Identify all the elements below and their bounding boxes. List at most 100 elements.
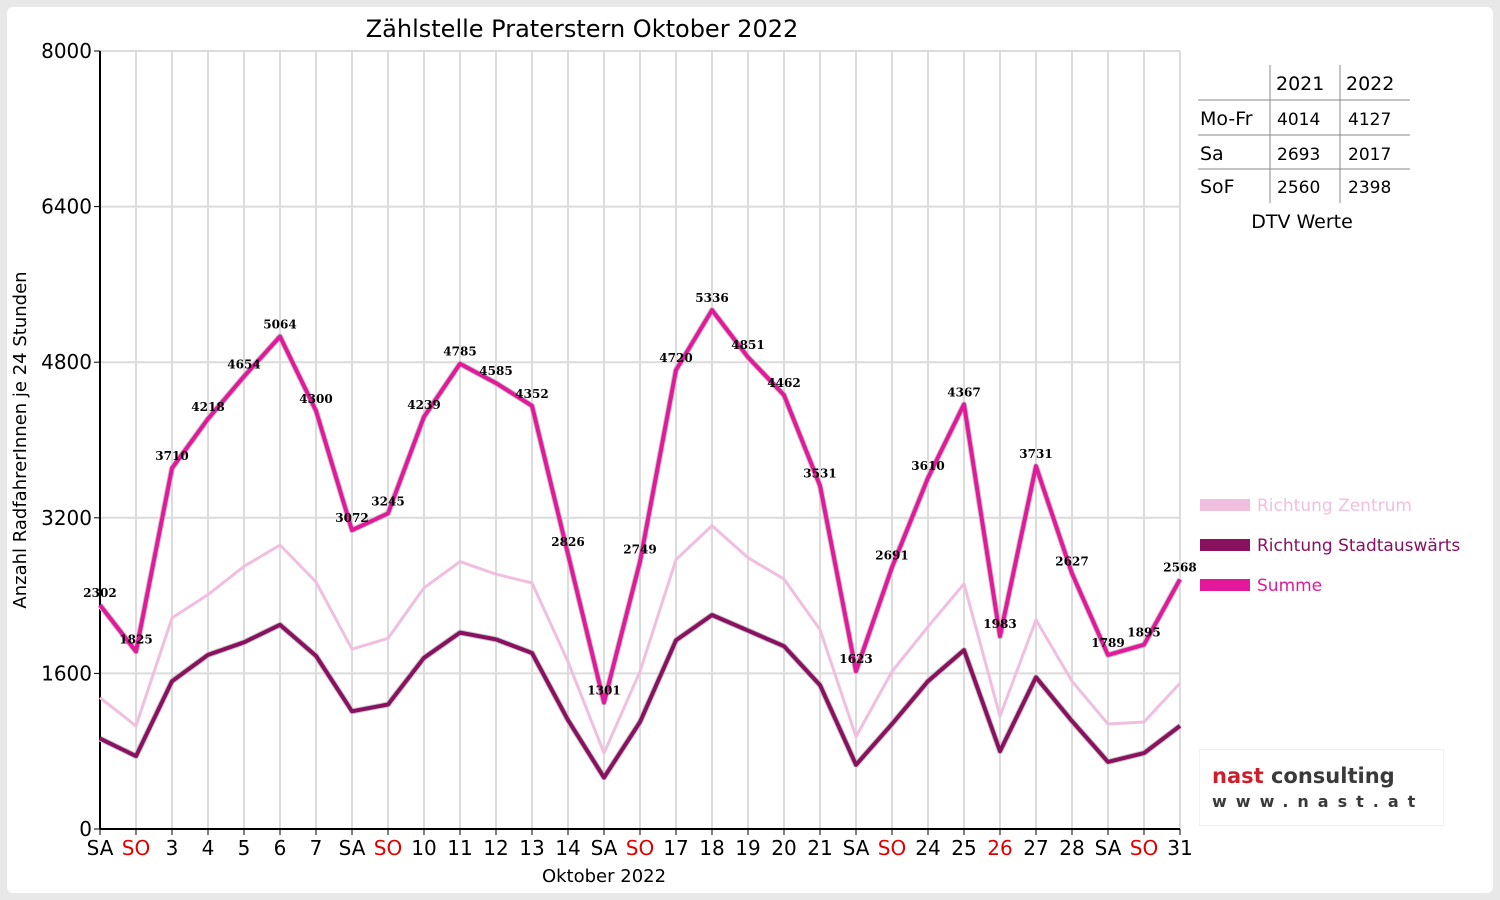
data-label: 2627 xyxy=(1055,555,1088,569)
grid xyxy=(100,50,1181,829)
legend-swatch xyxy=(1200,579,1250,591)
data-label: 4785 xyxy=(443,345,476,359)
data-label: 2302 xyxy=(83,586,116,600)
x-tick-label: SO xyxy=(1130,836,1158,860)
legend-label: Summe xyxy=(1257,576,1322,596)
data-label: 3531 xyxy=(803,467,836,481)
company-logo: nast consulting www.nast.at xyxy=(1200,750,1443,825)
dtv-cell: 2693 xyxy=(1277,145,1320,165)
data-label: 3072 xyxy=(335,511,368,525)
legend-swatch xyxy=(1200,499,1250,511)
logo-url: www.nast.at xyxy=(1212,792,1425,811)
x-tick-label: 28 xyxy=(1059,836,1084,860)
data-label: 4654 xyxy=(227,357,260,371)
x-tick-label: 25 xyxy=(951,836,976,860)
x-tick-label: 14 xyxy=(555,836,580,860)
data-label: 3710 xyxy=(155,449,188,463)
data-label: 4851 xyxy=(731,338,764,352)
axes: 0 1600 3200 4800 6400 8000 SA SO 3 4 5 6 7 SA SO 10 11 12… xyxy=(41,39,1193,860)
x-tick-label: SA xyxy=(1095,836,1122,860)
data-label: 4367 xyxy=(947,385,980,399)
data-label: 4585 xyxy=(479,364,512,378)
data-label: 3610 xyxy=(911,459,944,473)
x-tick-label: SO xyxy=(374,836,402,860)
x-tick-label: 21 xyxy=(807,836,832,860)
data-label: 4239 xyxy=(407,398,440,412)
data-label: 4218 xyxy=(191,400,224,414)
y-tick-label: 1600 xyxy=(41,661,92,685)
x-tick-label: 24 xyxy=(915,836,940,860)
legend: Richtung Zentrum Richtung Stadtauswärts Su… xyxy=(1200,496,1460,596)
dtv-header-2021: 2021 xyxy=(1276,73,1324,95)
y-tick-label: 0 xyxy=(79,817,92,841)
x-tick-label: 10 xyxy=(411,836,436,860)
x-tick-label: 27 xyxy=(1023,836,1048,860)
data-label: 2826 xyxy=(551,535,584,549)
data-label: 1825 xyxy=(119,633,152,647)
dtv-cell: 2560 xyxy=(1277,178,1320,198)
data-label: 3731 xyxy=(1019,447,1052,461)
x-tick-label: SA xyxy=(843,836,870,860)
dtv-row-label: SoF xyxy=(1200,176,1235,198)
dtv-row-label: Sa xyxy=(1200,143,1224,165)
x-tick-label: SA xyxy=(339,836,366,860)
x-tick-label: 5 xyxy=(238,836,251,860)
dtv-row-label: Mo-Fr xyxy=(1200,108,1253,130)
legend-label: Richtung Stadtauswärts xyxy=(1257,536,1460,556)
data-label: 1895 xyxy=(1127,626,1160,640)
data-label: 5064 xyxy=(263,318,296,332)
x-tick-label: 4 xyxy=(202,836,215,860)
x-tick-label: SA xyxy=(591,836,618,860)
y-tick-label: 8000 xyxy=(41,39,92,63)
y-tick-label: 4800 xyxy=(41,350,92,374)
dtv-cell: 4127 xyxy=(1348,110,1391,130)
dtv-table: 2021 2022 Mo-Fr 4014 4127 Sa 2693 2017 S… xyxy=(1198,65,1410,233)
y-axis-title: Anzahl RadfahrerInnen je 24 Stunden xyxy=(10,271,31,608)
data-label: 1301 xyxy=(587,683,620,697)
dtv-cell: 2398 xyxy=(1348,178,1391,198)
y-tick-label: 6400 xyxy=(41,195,92,219)
x-tick-label: 26 xyxy=(987,836,1012,860)
x-tick-label: SA xyxy=(87,836,114,860)
x-tick-label: 31 xyxy=(1167,836,1192,860)
x-tick-label: 19 xyxy=(735,836,760,860)
data-label: 2568 xyxy=(1163,560,1196,574)
x-tick-label: 18 xyxy=(699,836,724,860)
x-tick-label: 17 xyxy=(663,836,688,860)
series-lines xyxy=(97,307,1183,781)
logo-wordmark: nast consulting xyxy=(1212,764,1395,788)
x-tick-label: SO xyxy=(878,836,906,860)
data-label: 4300 xyxy=(299,392,332,406)
data-label: 4462 xyxy=(767,376,800,390)
y-tick-label: 3200 xyxy=(41,506,92,530)
x-tick-label: SO xyxy=(122,836,150,860)
chart-frame xyxy=(7,7,1493,893)
x-tick-label: 7 xyxy=(310,836,323,860)
x-tick-label: SO xyxy=(626,836,654,860)
data-label: 4720 xyxy=(659,351,692,365)
dtv-cell: 2017 xyxy=(1348,145,1391,165)
x-tick-label: 20 xyxy=(771,836,796,860)
data-label: 1623 xyxy=(839,652,872,666)
data-label: 5336 xyxy=(695,291,728,305)
x-axis-title: Oktober 2022 xyxy=(542,866,666,887)
x-tick-label: 6 xyxy=(274,836,287,860)
data-label: 1789 xyxy=(1091,636,1124,650)
x-tick-label: 12 xyxy=(483,836,508,860)
x-tick-label: 3 xyxy=(166,836,179,860)
data-label: 4352 xyxy=(515,387,548,401)
data-label: 2691 xyxy=(875,548,908,562)
dtv-caption: DTV Werte xyxy=(1251,211,1353,233)
data-label: 3245 xyxy=(371,494,404,508)
data-label: 2749 xyxy=(623,543,656,557)
x-tick-label: 11 xyxy=(447,836,472,860)
legend-swatch xyxy=(1200,539,1250,551)
x-tick-label: 13 xyxy=(519,836,544,860)
data-label: 1983 xyxy=(983,617,1016,631)
dtv-header-2022: 2022 xyxy=(1346,73,1394,95)
dtv-cell: 4014 xyxy=(1277,110,1320,130)
legend-label: Richtung Zentrum xyxy=(1257,496,1412,516)
chart-title: Zählstelle Praterstern Oktober 2022 xyxy=(366,15,799,43)
